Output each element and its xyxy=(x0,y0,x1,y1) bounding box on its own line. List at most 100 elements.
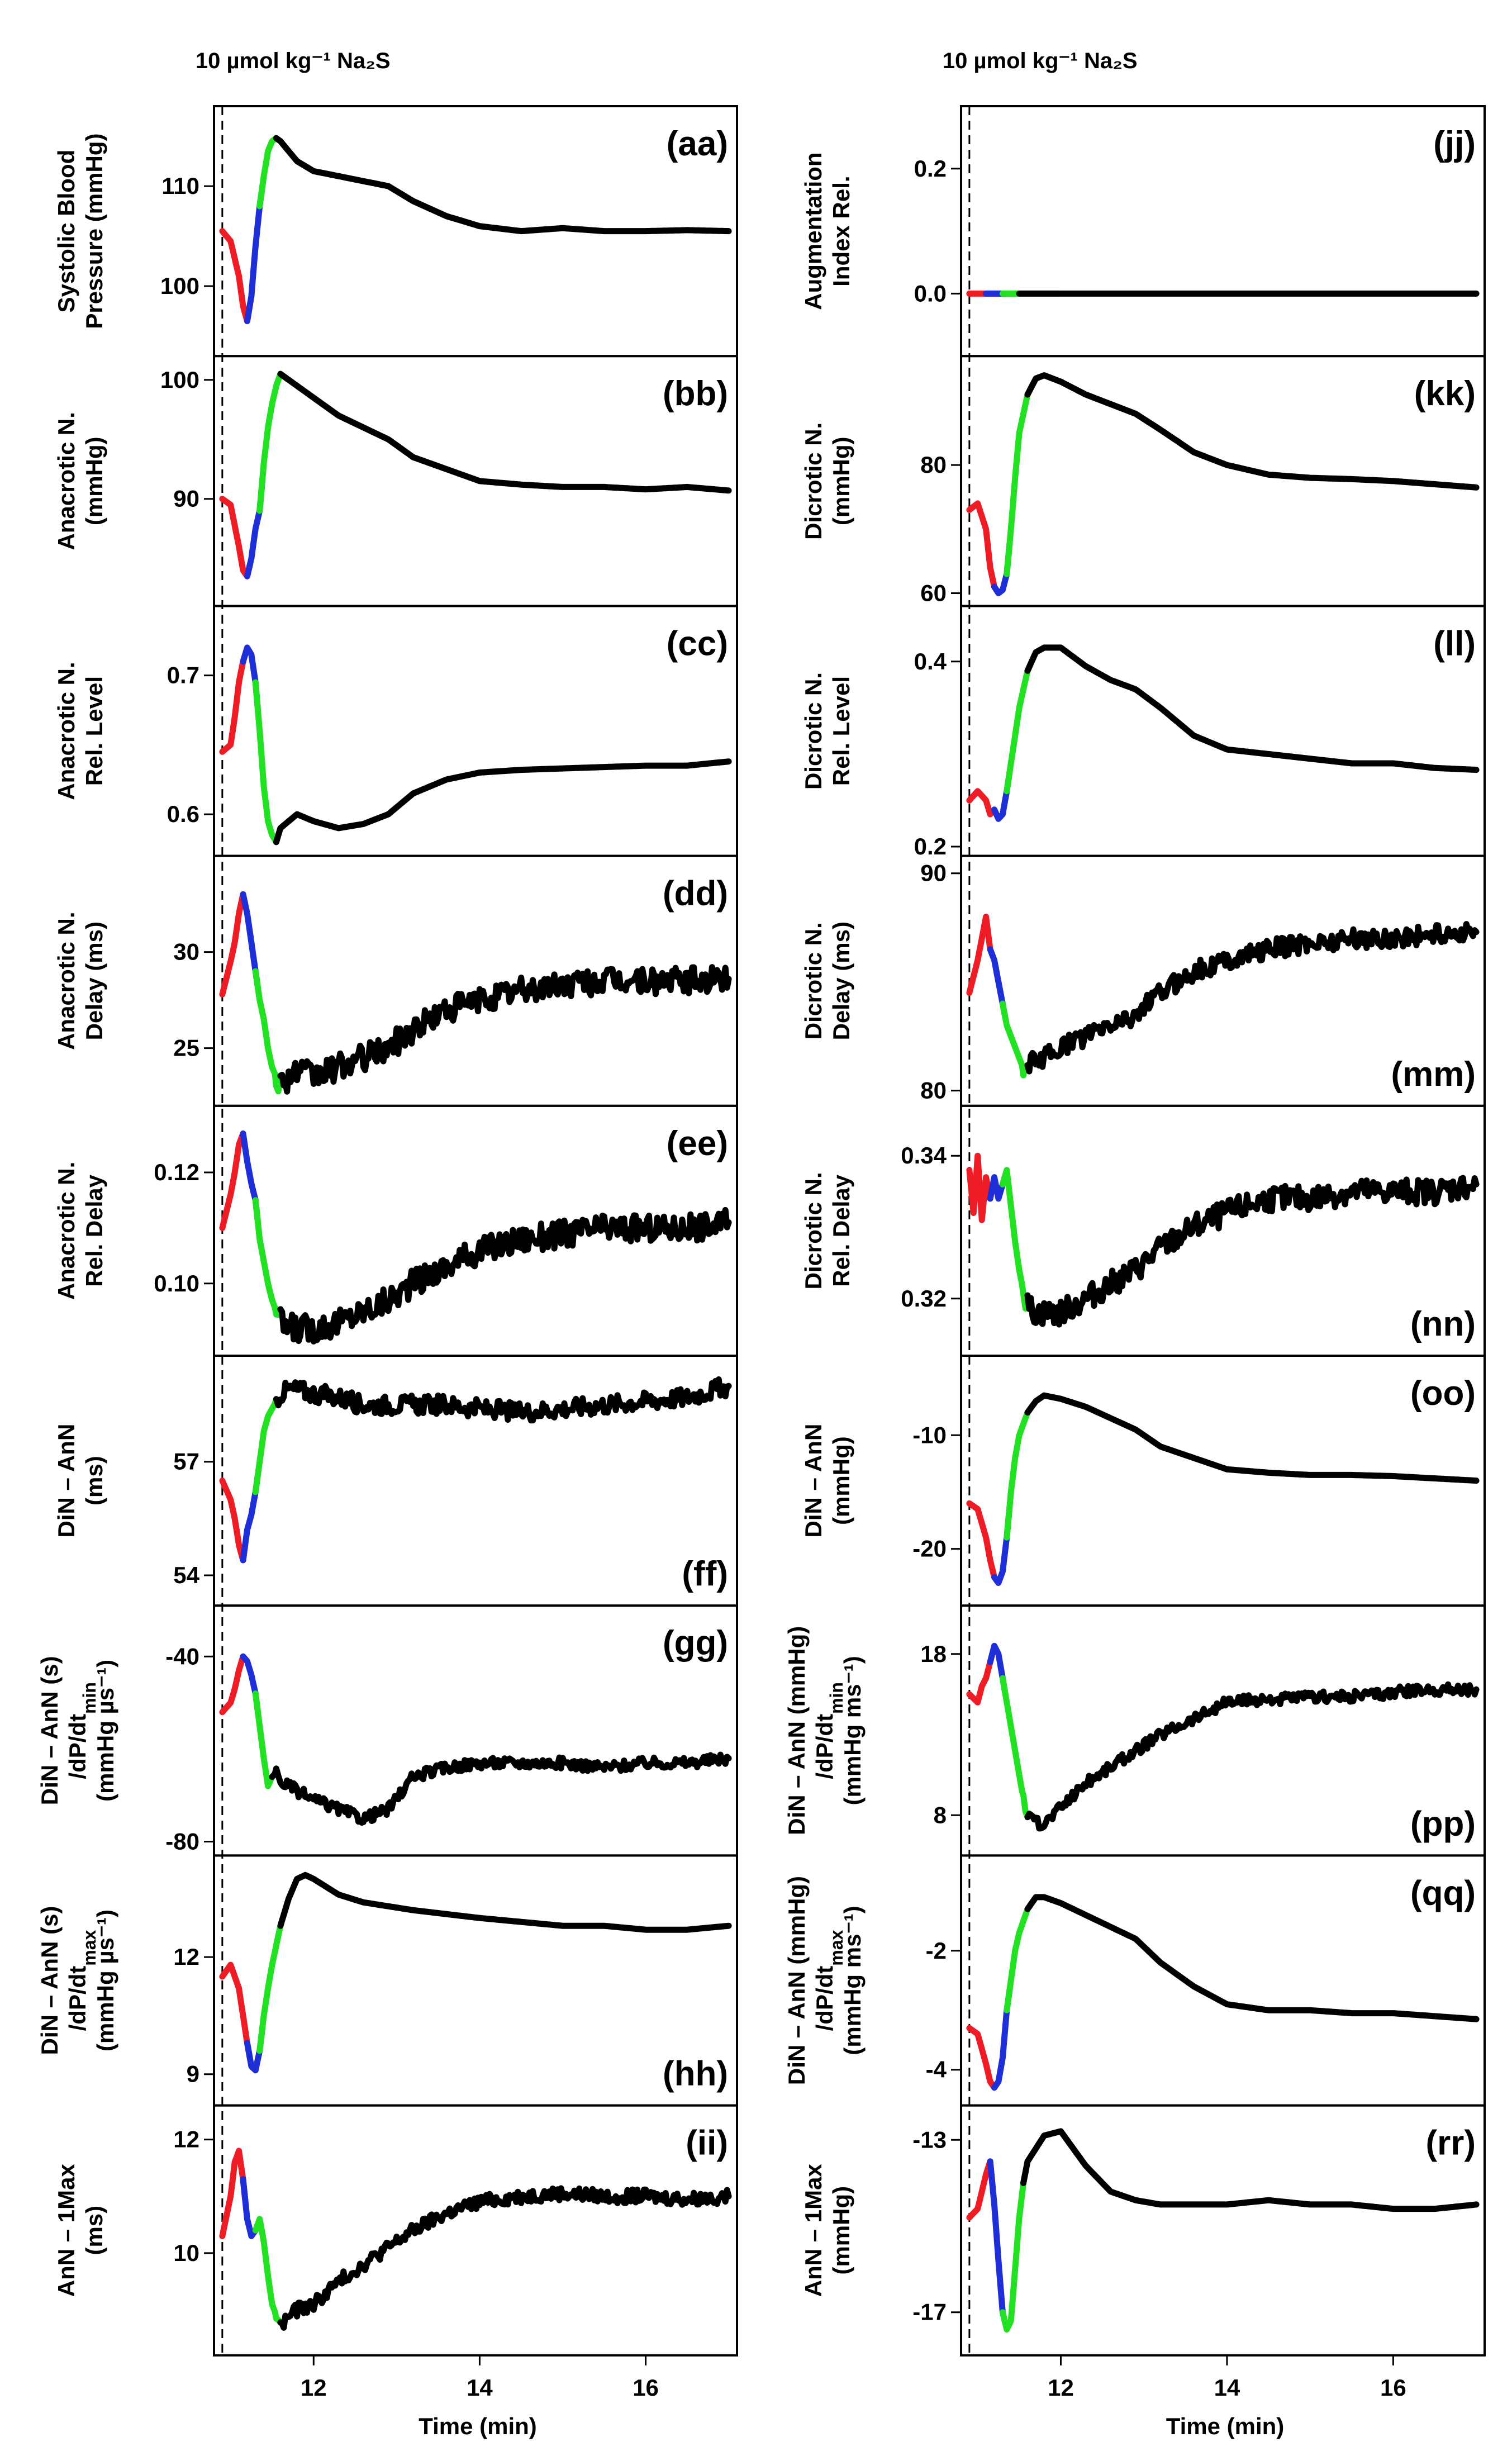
series-line-green xyxy=(1004,1400,1038,1541)
y-tick-label: -40 xyxy=(165,1643,199,1669)
y-tick-label: 0.10 xyxy=(154,1270,199,1296)
panel-label: (ii) xyxy=(686,2124,728,2163)
y-tick-label: 0.34 xyxy=(901,1142,947,1168)
y-tick-label: 0.32 xyxy=(901,1285,947,1312)
series-line-green xyxy=(252,1396,282,1495)
y-axis-label: Rel. Level xyxy=(828,676,854,786)
series-line-red xyxy=(966,914,996,996)
panel-label: (ll) xyxy=(1433,624,1476,663)
panel-label: (nn) xyxy=(1410,1305,1476,1343)
y-tick-label: 57 xyxy=(173,1448,199,1475)
y-tick-label: 12 xyxy=(173,2126,199,2153)
y-axis-label: Rel. Level xyxy=(81,676,107,786)
y-tick-label: 0.7 xyxy=(167,662,199,688)
panel-frame xyxy=(960,605,1486,857)
series-line-black xyxy=(1024,1894,1480,2022)
series-line-black xyxy=(1024,1175,1480,1328)
y-axis-label: DiN – AnN (mmHg) xyxy=(783,1626,810,1835)
y-axis-label: DiN – AnN xyxy=(800,1424,826,1538)
y-tick-label: 54 xyxy=(173,1562,199,1588)
y-axis-label: (ms) xyxy=(81,1456,107,1505)
series-line-red xyxy=(219,2148,249,2239)
panel-rr: -17 -13 AnN – 1Max (mmHg) (rr) xyxy=(800,2104,1486,2357)
injection-label: 10 µmol kg⁻¹ Na₂S xyxy=(943,49,1138,73)
y-tick-label: 0.2 xyxy=(914,155,947,182)
panel-label: (rr) xyxy=(1425,2124,1476,2163)
y-axis-label: (mmHg µs⁻¹) xyxy=(92,1660,118,1802)
y-tick-label: 60 xyxy=(920,580,947,606)
panel-ff: 54 57 DiN – AnN (ms) (ff) xyxy=(53,1355,738,1607)
y-axis-label: Rel. Delay xyxy=(81,1174,107,1286)
x-axis-label: Time (min) xyxy=(1166,2413,1285,2439)
series-line-red xyxy=(219,496,253,580)
x-axis-label: Time (min) xyxy=(419,2413,537,2439)
y-axis-label: (mmHg µs⁻¹) xyxy=(92,1910,118,2051)
panel-mm: 80 90 Dicrotic N. Delay (ms) (mm) xyxy=(800,854,1486,1107)
panel-label: (bb) xyxy=(663,374,728,413)
y-tick-label: -2 xyxy=(926,1937,947,1964)
x-tick-label: 16 xyxy=(1380,2374,1406,2401)
series-line-red xyxy=(966,1651,996,1706)
y-axis-label: Dicrotic N. xyxy=(800,922,826,1039)
y-tick-label: -4 xyxy=(926,2056,947,2083)
x-tick-label: 12 xyxy=(301,2374,327,2401)
panel-frame xyxy=(213,1604,738,1857)
series-line-blue xyxy=(987,1642,1008,1694)
series-line-red xyxy=(219,1961,253,2062)
series-line-black xyxy=(1024,644,1480,773)
series-line-red xyxy=(219,1130,249,1231)
y-axis-label: DiN – AnN (mmHg) xyxy=(783,1876,810,2085)
y-tick-label: 0.12 xyxy=(154,1159,199,1185)
series-line-red xyxy=(966,1152,996,1223)
series-line-black xyxy=(1024,921,1480,1075)
panel-label: (ee) xyxy=(667,1124,728,1163)
y-axis-label: Pressure (mmHg) xyxy=(81,134,107,329)
series-line-black xyxy=(273,135,732,235)
y-tick-label: 18 xyxy=(920,1641,947,1667)
series-line-red xyxy=(219,1653,249,1716)
panel-label: (ff) xyxy=(682,1555,728,1593)
panel-ll: 0.2 0.4 Dicrotic N. Rel. Level (ll) xyxy=(800,605,1486,859)
series-line-red xyxy=(966,500,1000,595)
y-axis-label: Delay (ms) xyxy=(828,922,854,1040)
series-line-black xyxy=(1020,2128,1480,2212)
y-axis-label: Index Rel. xyxy=(828,175,854,286)
y-tick-label: 0.4 xyxy=(914,648,947,674)
y-tick-label: 100 xyxy=(160,273,199,299)
panel-oo: -20 -10 DiN – AnN (mmHg) (oo) xyxy=(800,1355,1486,1607)
series-line-red xyxy=(219,228,253,325)
y-axis-label: Anacrotic N. xyxy=(53,662,79,800)
panel-label: (jj) xyxy=(1433,125,1476,163)
series-line-red xyxy=(966,2025,1000,2091)
panel-frame xyxy=(213,2104,738,2357)
y-axis-label: Dicrotic N. xyxy=(800,1172,826,1289)
panel-label: (cc) xyxy=(667,624,728,663)
y-axis-label-subscript: min xyxy=(826,1682,847,1714)
series-line-green xyxy=(999,2169,1029,2333)
panel-label: (kk) xyxy=(1414,374,1476,413)
series-line-black xyxy=(277,1872,732,1933)
panel-ii: 10 12 AnN – 1Max (ms) (ii) xyxy=(53,2104,738,2357)
y-tick-label: 8 xyxy=(934,1802,947,1828)
series-line-green xyxy=(256,370,291,514)
y-tick-label: 0.2 xyxy=(914,833,947,859)
y-axis-label: (ms) xyxy=(81,2206,107,2255)
y-axis-label-subscript: max xyxy=(826,1930,847,1965)
x-tick-label: 16 xyxy=(633,2374,659,2401)
y-axis-label: (mmHg ms⁻¹) xyxy=(839,1906,866,2055)
series-line-blue xyxy=(240,644,261,710)
y-tick-label: 9 xyxy=(187,2061,199,2087)
x-tick-label: 12 xyxy=(1048,2374,1074,2401)
panel-kk: 60 80 Dicrotic N. (mmHg) (kk) xyxy=(800,355,1486,607)
y-axis-label: (mmHg ms⁻¹) xyxy=(839,1656,866,1805)
series-line-black xyxy=(273,1376,732,1424)
panel-frame xyxy=(960,1854,1486,2107)
y-axis-label: (mmHg) xyxy=(828,436,854,525)
y-tick-label: -10 xyxy=(912,1422,947,1448)
y-tick-label: -13 xyxy=(912,2126,947,2153)
panels: 100 110 Systolic Blood Pressure (mmHg) (aa) 9… xyxy=(36,105,1486,2357)
y-tick-label: 25 xyxy=(173,1035,199,1061)
panel-label: (oo) xyxy=(1410,1374,1476,1413)
